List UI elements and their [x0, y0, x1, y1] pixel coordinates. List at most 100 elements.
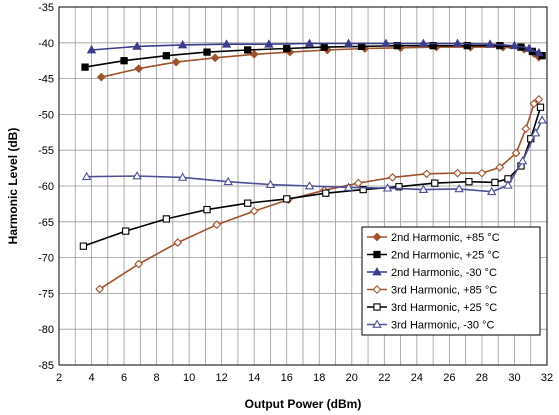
legend-box	[361, 226, 541, 336]
legend-entry: 3rd Harmonic, +85 °C	[367, 285, 497, 297]
series-3	[86, 38, 544, 57]
x-tick-label: 18	[313, 372, 325, 384]
data-point	[429, 42, 437, 50]
data-point	[491, 178, 499, 187]
y-axis-title: Harmonic Level (dB)	[6, 128, 20, 245]
y-tick-label: -55	[38, 145, 54, 157]
data-point	[249, 49, 259, 59]
data-point	[134, 259, 144, 269]
data-point	[96, 72, 106, 82]
data-point	[86, 45, 97, 54]
legend-label: 2nd Harmonic, -30 °C	[391, 267, 497, 279]
data-point	[162, 52, 171, 60]
data-point	[265, 179, 276, 188]
data-point	[418, 184, 429, 193]
data-point	[223, 176, 233, 186]
y-tick-label: -80	[38, 324, 54, 336]
data-point	[264, 39, 274, 48]
x-axis-title: Output Power (dBm)	[245, 397, 362, 411]
legend-marker	[372, 319, 382, 328]
legend-marker	[372, 285, 382, 294]
y-tick-label: -50	[38, 109, 54, 121]
data-point	[177, 172, 188, 181]
series-6	[81, 115, 547, 196]
tick-labels: 2 4 6 8 10 12 14 16 18 20 22 24 26 28 30 32-35-40-45-50…	[38, 2, 553, 384]
data-point	[210, 53, 220, 63]
data-point	[388, 173, 397, 182]
data-point	[359, 185, 367, 194]
y-tick-label: -35	[38, 2, 54, 14]
legend-entry: 2nd Harmonic, -30 °C	[367, 267, 497, 279]
data-point	[320, 43, 328, 51]
data-point	[517, 156, 528, 165]
legend-entry: 2nd Harmonic, +25 °C	[367, 250, 500, 262]
data-point	[503, 180, 513, 189]
x-tick-label: 22	[378, 372, 390, 384]
legend-marker	[373, 303, 381, 311]
y-tick-label: -40	[38, 38, 54, 50]
data-point	[221, 39, 232, 48]
legend-label: 3rd Harmonic, -30 °C	[391, 320, 494, 332]
data-point	[244, 46, 252, 54]
data-point	[132, 171, 142, 180]
x-tick-label: 6	[121, 372, 127, 384]
data-point	[524, 43, 534, 52]
legend-marker	[372, 267, 382, 276]
data-point	[304, 38, 315, 47]
data-point	[134, 64, 144, 73]
data-point	[283, 195, 291, 203]
y-tick-label: -65	[38, 217, 54, 229]
y-tick-label: -60	[38, 181, 54, 193]
legend-entry: 3rd Harmonic, +25 °C	[367, 302, 497, 314]
x-tick-label: 32	[541, 372, 553, 384]
x-tick-label: 4	[88, 372, 94, 384]
data-point	[418, 38, 429, 47]
legend-entry: 2nd Harmonic, +85 °C	[367, 232, 500, 244]
legend-label: 2nd Harmonic, +85 °C	[391, 232, 500, 244]
data-point	[453, 168, 462, 178]
data-point	[393, 42, 401, 50]
x-tick-label: 8	[154, 372, 160, 384]
y-tick-label: -45	[38, 74, 54, 86]
legend-entry: 3rd Harmonic, -30 °C	[367, 320, 494, 332]
data-point	[536, 103, 545, 111]
data-point	[465, 178, 473, 186]
x-tick-label: 24	[411, 372, 423, 384]
data-point	[304, 181, 315, 190]
x-tick-label: 10	[183, 372, 195, 384]
data-point	[530, 128, 541, 137]
x-tick-label: 14	[248, 372, 260, 384]
data-point	[537, 115, 547, 124]
x-tick-label: 20	[346, 372, 358, 384]
data-point	[171, 57, 181, 67]
y-tick-label: -75	[38, 288, 54, 300]
data-point	[431, 179, 439, 187]
x-tick-label: 26	[443, 372, 455, 384]
legend-marker	[372, 232, 382, 242]
data-point	[322, 189, 330, 197]
data-point	[422, 169, 432, 179]
x-tick-label: 12	[216, 372, 228, 384]
data-point	[249, 206, 259, 216]
data-point	[283, 44, 291, 53]
data-point	[486, 186, 497, 196]
data-point	[79, 242, 88, 250]
y-tick-label: -85	[38, 360, 54, 372]
data-point	[122, 227, 130, 235]
data-point	[477, 168, 487, 178]
data-point	[162, 215, 171, 223]
data-point	[212, 220, 222, 230]
data-point	[81, 63, 89, 71]
data-point	[244, 199, 252, 207]
legend: 2nd Harmonic, +85 °C 2nd Harmonic, +25 °C…	[361, 226, 541, 336]
plot-border	[58, 6, 548, 366]
data-point	[120, 57, 128, 65]
x-tick-label: 16	[281, 372, 293, 384]
data-point	[534, 47, 544, 57]
data-point	[173, 238, 183, 247]
data-point	[534, 94, 544, 104]
data-point	[509, 40, 520, 50]
data-point	[381, 38, 391, 47]
data-point	[203, 48, 211, 56]
